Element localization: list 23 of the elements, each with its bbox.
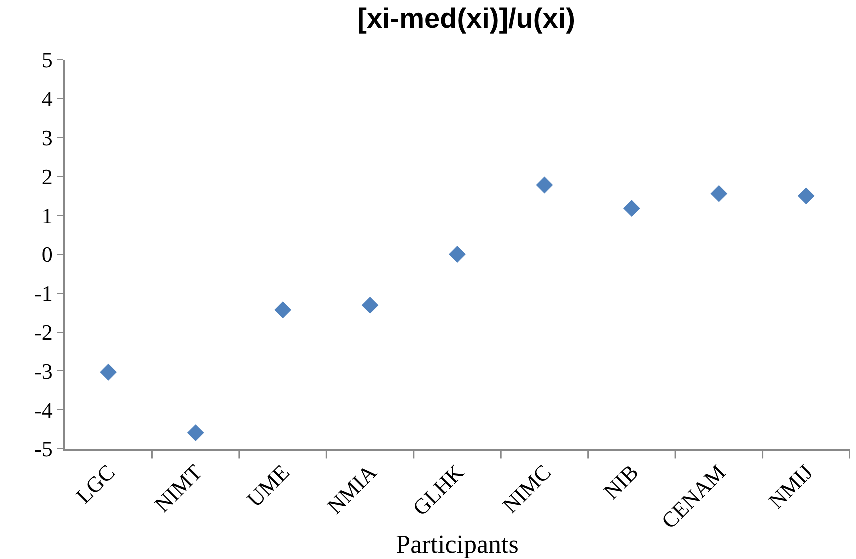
point [710, 185, 728, 202]
y-tick-label: 1 [42, 203, 53, 228]
point [187, 424, 204, 442]
point [798, 188, 815, 205]
point [623, 200, 640, 218]
y-tick-label: 0 [42, 242, 53, 268]
y-tick-label: -1 [34, 281, 53, 306]
y-tick-label: 2 [42, 164, 53, 190]
point [536, 176, 554, 194]
y-tick-label: -3 [34, 358, 53, 384]
x-tick-label: NIB [598, 460, 644, 504]
y-tick-label: -4 [34, 398, 53, 423]
y-tick-label: -2 [34, 320, 53, 345]
point [100, 364, 118, 381]
y-tick-label: 5 [42, 48, 53, 73]
y-tick-label: 4 [42, 86, 53, 112]
point [362, 297, 379, 314]
y-tick-label: 3 [42, 126, 53, 150]
x-axis-title: Participants [396, 530, 519, 559]
point [449, 246, 466, 263]
y-tick-label: -5 [34, 436, 53, 462]
chart-title: [xi-med(xi)]/u(xi) [358, 2, 576, 34]
point [274, 302, 292, 319]
